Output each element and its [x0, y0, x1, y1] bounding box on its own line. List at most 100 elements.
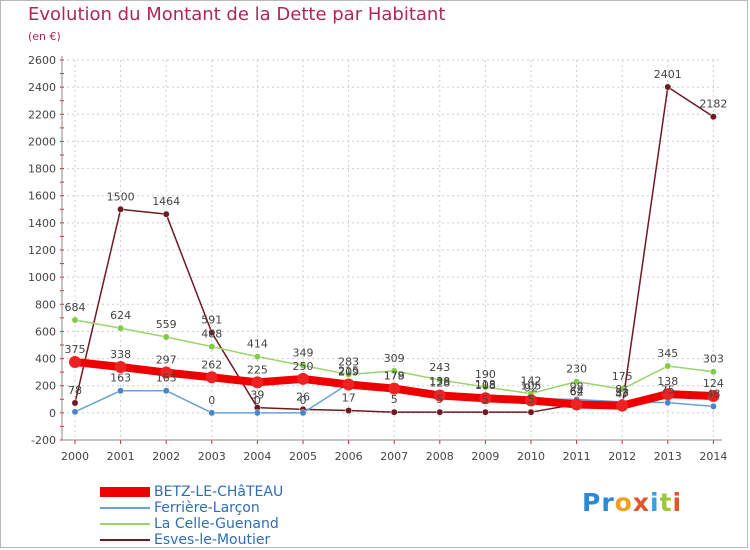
data-point: [479, 392, 492, 405]
data-point: [117, 205, 125, 213]
data-label: 17: [342, 392, 356, 405]
data-point: [709, 368, 717, 376]
data-label: 283: [338, 355, 359, 368]
data-point: [664, 83, 672, 91]
x-tick-label: 2007: [380, 450, 408, 463]
data-point: [709, 402, 717, 410]
y-tick-label: 2600: [28, 54, 56, 67]
data-point: [481, 383, 489, 391]
data-label: 338: [110, 348, 131, 361]
proxiti-logo: Proxiti: [582, 488, 682, 517]
data-label: 684: [65, 301, 86, 314]
data-label: 1500: [107, 190, 135, 203]
data-point: [661, 388, 674, 401]
legend-label: BETZ-LE-CHâTEAU: [154, 484, 284, 500]
y-tick-label: 1800: [28, 163, 56, 176]
x-tick-label: 2010: [517, 450, 545, 463]
data-label: 5: [436, 393, 443, 406]
logo-letter: i: [672, 488, 683, 517]
data-label: 209: [338, 365, 359, 378]
logo-letter: P: [582, 488, 602, 517]
data-label: 591: [201, 314, 222, 327]
chart-subtitle: (en €): [28, 30, 61, 43]
y-tick-label: 400: [35, 353, 56, 366]
data-point: [390, 408, 398, 416]
data-point: [570, 398, 583, 411]
data-label: 175: [612, 370, 633, 383]
x-tick-label: 2014: [699, 450, 727, 463]
data-label: 230: [566, 363, 587, 376]
data-label: 2401: [654, 68, 682, 81]
legend-label: Esves-le-Moutier: [154, 532, 271, 548]
logo-letter: x: [632, 488, 650, 517]
x-tick-label: 2005: [289, 450, 317, 463]
data-label: 375: [65, 343, 86, 356]
data-point: [253, 409, 261, 417]
data-label: 349: [293, 346, 314, 359]
y-tick-label: 800: [35, 298, 56, 311]
data-point: [208, 343, 216, 351]
data-point: [618, 385, 626, 393]
data-label: 138: [657, 375, 678, 388]
data-point: [208, 409, 216, 417]
logo-letter: i: [650, 488, 660, 517]
x-tick-label: 2012: [608, 450, 636, 463]
data-point: [664, 362, 672, 370]
data-label: 48: [706, 387, 720, 400]
data-label: 78: [68, 384, 82, 397]
data-label: 488: [201, 328, 222, 341]
data-label: 118: [475, 378, 496, 391]
data-label: 47: [615, 387, 629, 400]
data-label: 215: [338, 365, 359, 378]
y-tick-label: 1600: [28, 190, 56, 203]
x-tick-label: 2006: [335, 450, 363, 463]
x-tick-label: 2002: [152, 450, 180, 463]
x-tick-label: 2001: [107, 450, 135, 463]
data-label: 178: [384, 370, 405, 383]
logo-letter: t: [659, 488, 673, 517]
data-point: [481, 408, 489, 416]
data-point: [342, 378, 355, 391]
data-point: [345, 371, 353, 378]
data-point: [251, 376, 264, 389]
chart-title: Evolution du Montant de la Dette par Hab…: [28, 4, 446, 25]
data-label: 26: [296, 390, 310, 403]
y-tick-label: 0: [49, 407, 56, 420]
data-label: 75: [661, 384, 675, 397]
x-tick-label: 2008: [426, 450, 454, 463]
data-label: 297: [156, 354, 177, 367]
data-label: 81: [615, 383, 629, 396]
y-tick-label: 600: [35, 325, 56, 338]
data-point: [616, 399, 629, 412]
data-point: [117, 387, 125, 395]
data-label: 108: [475, 379, 496, 392]
data-label: 1464: [152, 195, 180, 208]
data-point: [664, 399, 672, 407]
data-label: 0: [254, 394, 261, 407]
data-point: [707, 390, 720, 403]
data-label: 262: [201, 358, 222, 371]
data-point: [436, 408, 444, 416]
logo-letter: o: [614, 488, 633, 517]
data-label: 53: [615, 387, 629, 400]
y-tick-label: 2000: [28, 135, 56, 148]
data-point: [527, 408, 535, 416]
data-label: 5: [391, 393, 398, 406]
data-label: 2182: [699, 98, 727, 111]
data-point: [114, 360, 127, 373]
data-label: 225: [247, 363, 268, 376]
data-point: [71, 399, 79, 407]
data-label: 190: [475, 368, 496, 381]
y-tick-label: 2200: [28, 108, 56, 121]
data-point: [297, 372, 309, 385]
x-tick-label: 2009: [471, 450, 499, 463]
data-point: [299, 362, 307, 369]
legend-swatch: [100, 523, 150, 525]
x-tick-label: 2003: [198, 450, 226, 463]
data-point: [208, 329, 216, 337]
data-label: 0: [300, 394, 307, 407]
x-tick-label: 2011: [563, 450, 591, 463]
data-point: [345, 407, 353, 414]
